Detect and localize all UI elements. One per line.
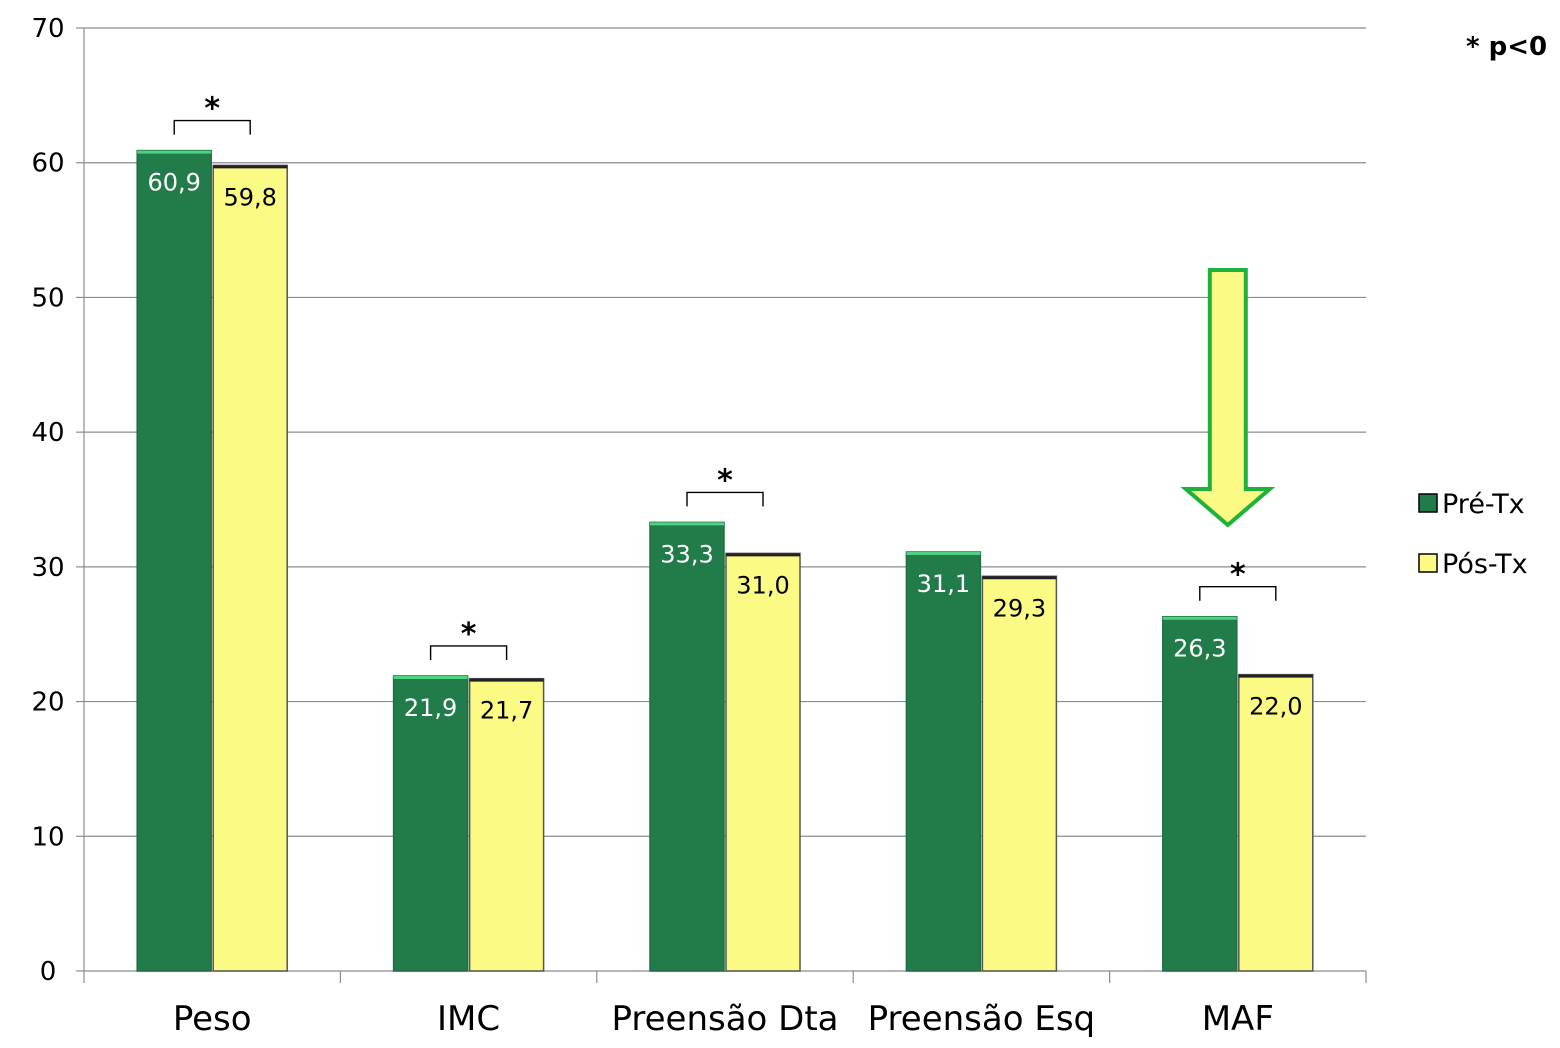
significance-mark: *	[461, 617, 477, 652]
legend: Pré-Tx Pós-Tx	[1418, 489, 1528, 580]
y-tick-label: 70	[31, 14, 64, 44]
x-tick-label: Preensão Esq	[868, 999, 1095, 1039]
data-label-pos-tx: 29,3	[993, 594, 1046, 622]
gridlines	[84, 27, 1366, 837]
y-tick-label: 40	[31, 418, 64, 448]
x-axis: Peso IMC Preensão Dta Preensão Esq MAF	[83, 970, 1367, 1039]
bar-pos-tx	[725, 552, 801, 972]
x-tick-label: IMC	[437, 999, 500, 1039]
y-tick-label: 60	[31, 149, 64, 179]
legend-label: Pré-Tx	[1442, 489, 1525, 520]
significance-bracket	[429, 645, 508, 660]
data-label-pos-tx: 59,8	[223, 183, 276, 211]
data-label-pre-tx: 33,3	[660, 540, 713, 568]
data-label-pos-tx: 21,7	[480, 697, 533, 725]
bar-pos-tx	[981, 575, 1058, 972]
significance-mark: *	[204, 92, 220, 127]
y-tick-label: 0	[40, 957, 57, 987]
y-tick-label: 10	[31, 822, 64, 852]
y-tick-label: 50	[31, 283, 64, 313]
significance-note: * p<0	[1466, 32, 1547, 62]
legend-label: Pós-Tx	[1442, 549, 1528, 580]
bars: 60,9 59,8 21,9 21,7 33,3 31,0 31,1 29,3 26,3 22,0	[136, 149, 1314, 972]
x-tick-label: Peso	[173, 999, 252, 1039]
significance-bracket	[173, 119, 251, 135]
significance-mark: *	[717, 463, 733, 498]
highlight-arrow	[1180, 268, 1276, 528]
bar-pre-tx	[1162, 615, 1238, 972]
bar-pos-tx	[212, 164, 288, 972]
bar-pos-tx	[468, 677, 545, 972]
legend-swatch	[1418, 553, 1438, 573]
y-tick-label: 20	[31, 688, 64, 718]
significance-brackets: * * * *	[173, 92, 1277, 660]
y-tick-label: 30	[31, 553, 64, 583]
data-label-pos-tx: 31,0	[736, 571, 789, 599]
y-axis: 0 10 20 30 40 50 60 70	[31, 14, 85, 987]
data-label-pre-tx: 60,9	[147, 169, 200, 197]
significance-bracket	[686, 491, 764, 507]
x-tick-label: Preensão Dta	[611, 999, 838, 1039]
data-label-pre-tx: 21,9	[404, 694, 457, 722]
bar-pre-tx	[905, 551, 982, 972]
data-label-pre-tx: 26,3	[1173, 635, 1226, 663]
down-arrow-icon	[1180, 268, 1276, 528]
bar-pre-tx	[136, 149, 212, 972]
bar-pre-tx	[649, 521, 725, 972]
x-tick-label: MAF	[1202, 999, 1274, 1039]
significance-mark: *	[1230, 558, 1246, 593]
legend-swatch	[1418, 493, 1438, 513]
data-label-pre-tx: 31,1	[917, 570, 970, 598]
significance-bracket	[1199, 586, 1277, 601]
bar-pos-tx	[1238, 673, 1314, 972]
data-label-pos-tx: 22,0	[1249, 693, 1302, 721]
